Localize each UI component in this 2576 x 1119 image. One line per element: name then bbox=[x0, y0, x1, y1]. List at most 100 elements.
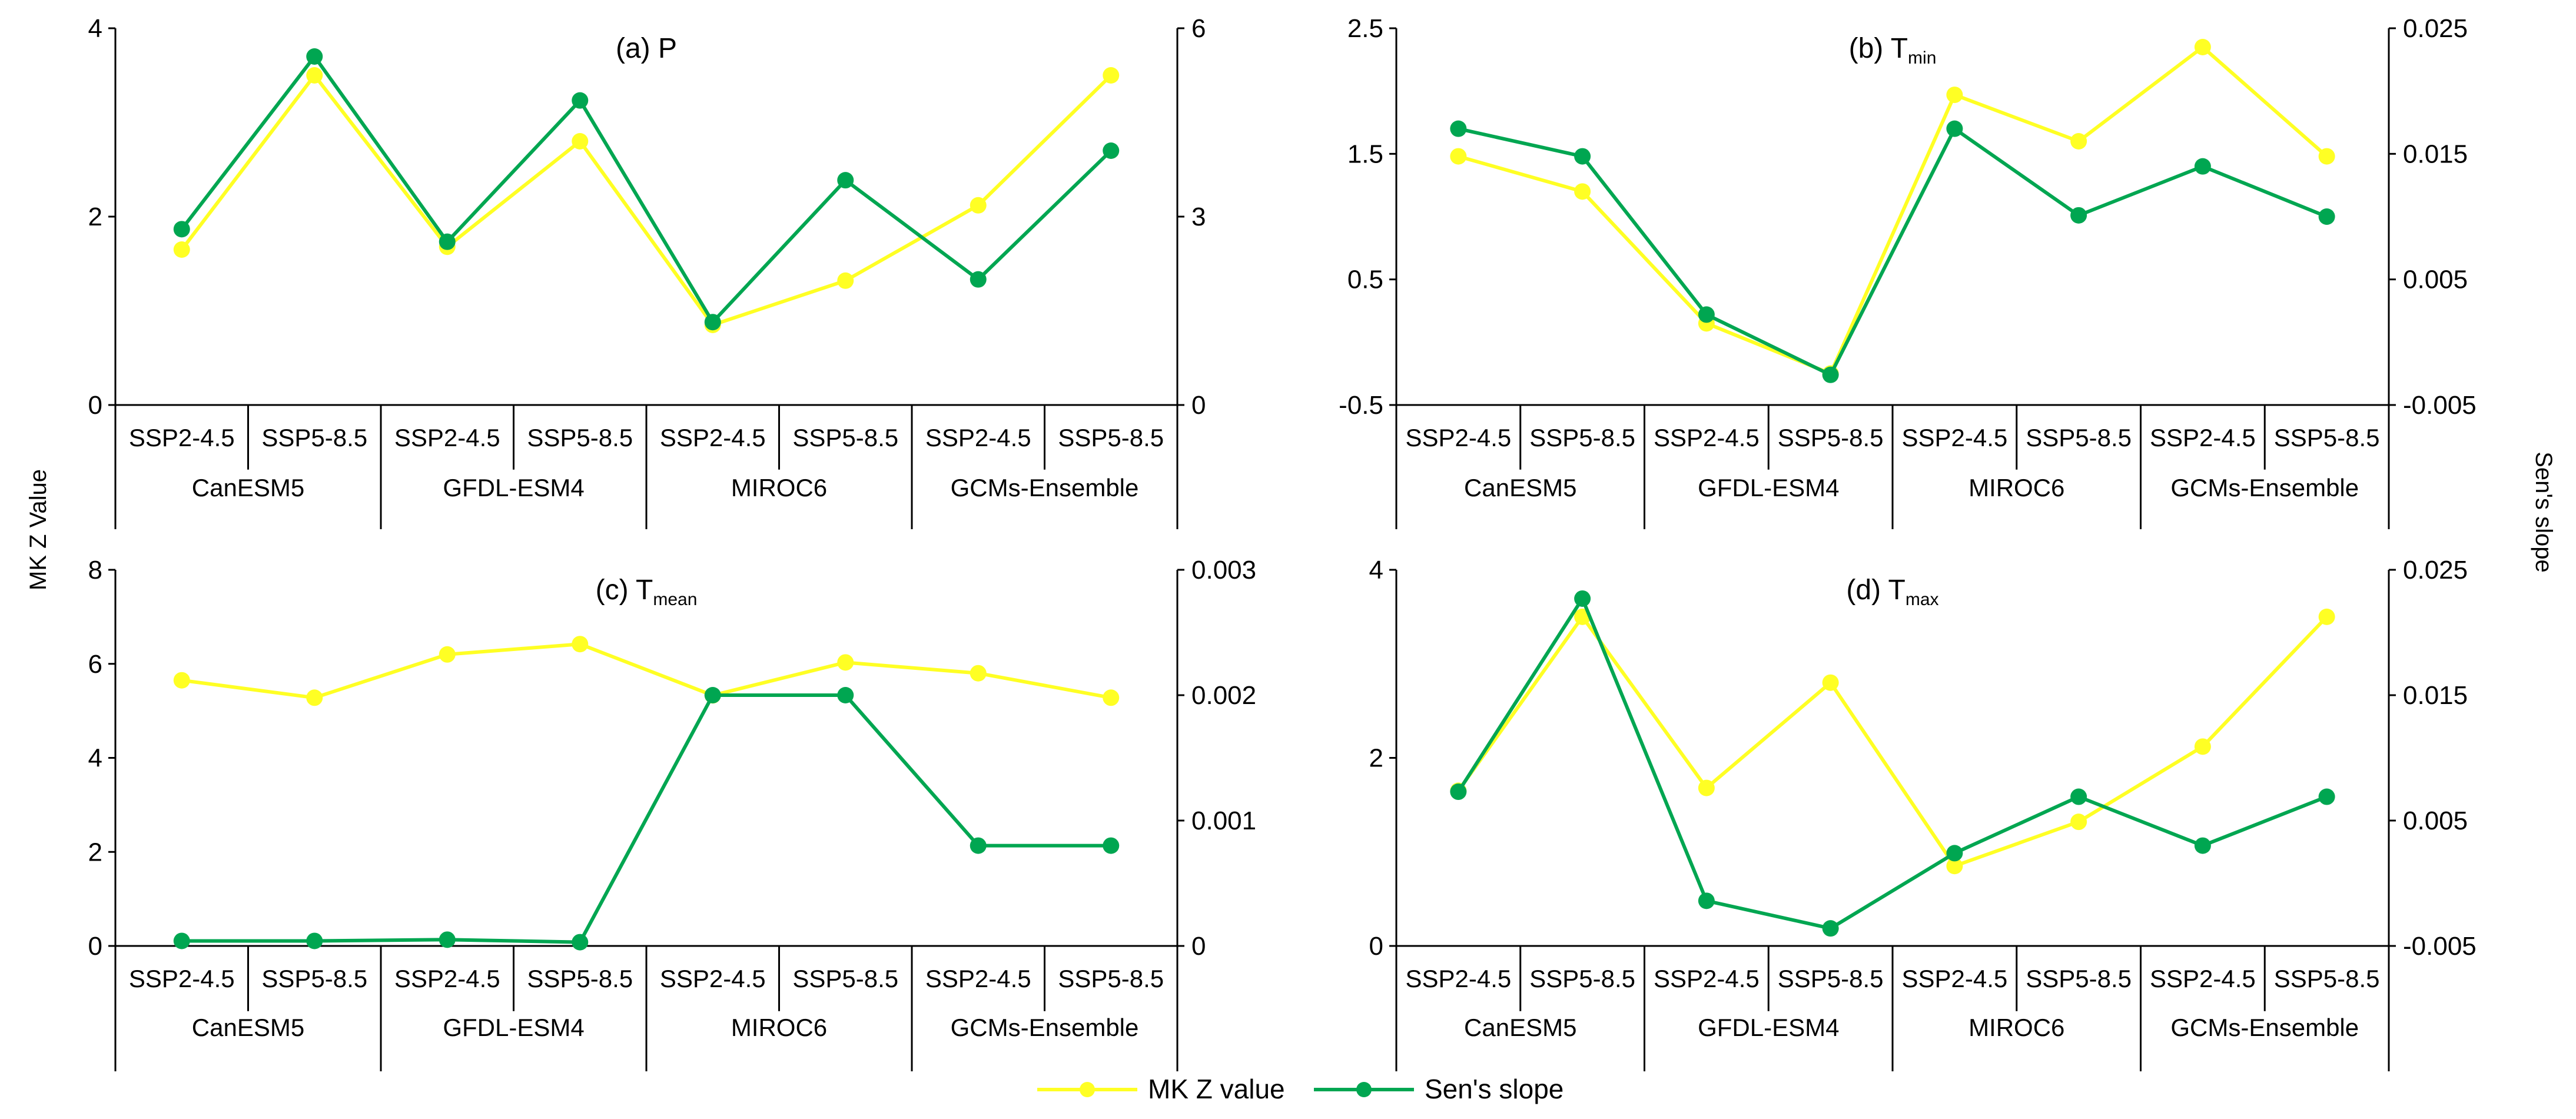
scenario-label: SSP5-8.5 bbox=[261, 965, 367, 992]
scenario-label: SSP5-8.5 bbox=[1058, 424, 1164, 451]
data-point-sens-slope bbox=[970, 837, 987, 854]
data-point-mk-z bbox=[1822, 674, 1839, 691]
scenario-label: SSP5-8.5 bbox=[1778, 424, 1884, 451]
right-tick-label: -0.005 bbox=[2403, 391, 2477, 420]
legend-label-mk-z: MK Z value bbox=[1148, 1074, 1285, 1104]
scenario-label: SSP5-8.5 bbox=[261, 424, 367, 451]
group-label: GFDL-ESM4 bbox=[443, 474, 584, 502]
right-tick-label: 0.005 bbox=[2403, 265, 2468, 294]
group-label: CanESM5 bbox=[192, 474, 304, 502]
group-label: GFDL-ESM4 bbox=[1698, 1014, 1839, 1041]
right-tick-label: 0.025 bbox=[2403, 14, 2468, 43]
data-point-mk-z bbox=[1946, 87, 1963, 104]
data-point-sens-slope bbox=[306, 932, 323, 949]
legend-item-mk-z: MK Z value bbox=[1037, 1074, 1285, 1104]
group-label: GCMs-Ensemble bbox=[2170, 1014, 2359, 1041]
chart-panels: 0 2 4 0 3 6 SSP2-4.5 SSP5-8.5 SSP2-4.5 SSP5-8.5 SS… bbox=[88, 14, 2477, 1071]
data-point-mk-z bbox=[1103, 689, 1120, 706]
right-tick-label: -0.005 bbox=[2403, 932, 2477, 961]
data-point-sens-slope bbox=[1574, 148, 1591, 165]
scenario-label: SSP2-4.5 bbox=[925, 965, 1031, 992]
scenario-label: SSP5-8.5 bbox=[792, 965, 898, 992]
data-point-mk-z bbox=[837, 654, 854, 671]
data-point-sens-slope bbox=[1450, 120, 1467, 137]
chart-panel-4: 0 2 4 -0.005 0.005 0.015 0.025 SSP2-4.5 SSP5-8.5… bbox=[1369, 556, 2477, 1071]
scenario-label: SSP5-8.5 bbox=[527, 965, 633, 992]
scenario-label: SSP2-4.5 bbox=[394, 965, 500, 992]
data-point-sens-slope bbox=[2318, 788, 2335, 805]
left-tick-label: 0 bbox=[88, 932, 102, 961]
data-point-sens-slope bbox=[306, 48, 323, 65]
legend-marker-sens-slope bbox=[1356, 1082, 1372, 1097]
scenario-label: SSP5-8.5 bbox=[792, 424, 898, 451]
left-tick-label: 2 bbox=[88, 202, 102, 231]
data-point-sens-slope bbox=[572, 934, 589, 951]
data-point-mk-z bbox=[1698, 779, 1715, 796]
chart-panel-3: 0 2 4 6 8 0 0.001 0.002 0.003 SSP2-4.5 SSP5-8.5 SSP… bbox=[88, 556, 1256, 1071]
data-point-sens-slope bbox=[2194, 158, 2211, 175]
right-axis-title: Sen's slope bbox=[2531, 451, 2557, 573]
legend-item-sens-slope: Sen's slope bbox=[1314, 1074, 1563, 1104]
data-point-sens-slope bbox=[1698, 306, 1715, 323]
scenario-label: SSP5-8.5 bbox=[2274, 965, 2380, 992]
scenario-label: SSP5-8.5 bbox=[1778, 965, 1884, 992]
left-axis-title: MK Z Value bbox=[25, 469, 51, 590]
right-tick-label: 0 bbox=[1191, 932, 1206, 961]
right-tick-label: 0.015 bbox=[2403, 681, 2468, 710]
legend: MK Z value Sen's slope bbox=[1037, 1074, 1563, 1104]
group-label: GCMs-Ensemble bbox=[951, 1014, 1139, 1041]
panel-title: (a) P bbox=[616, 33, 677, 64]
data-point-mk-z bbox=[2194, 738, 2211, 755]
data-point-mk-z bbox=[306, 689, 323, 706]
scenario-label: SSP2-4.5 bbox=[1901, 965, 2007, 992]
right-tick-label: 0.025 bbox=[2403, 556, 2468, 585]
scenario-label: SSP2-4.5 bbox=[2150, 424, 2256, 451]
data-point-mk-z bbox=[173, 241, 190, 258]
data-point-sens-slope bbox=[1103, 837, 1120, 854]
data-point-mk-z bbox=[1450, 148, 1467, 165]
series-line-sens-slope bbox=[181, 693, 1111, 944]
left-tick-label: 0.5 bbox=[1347, 265, 1383, 294]
scenario-label: SSP2-4.5 bbox=[660, 424, 766, 451]
data-point-sens-slope bbox=[572, 92, 589, 109]
data-point-sens-slope bbox=[173, 932, 190, 949]
data-point-sens-slope bbox=[704, 314, 721, 331]
data-point-sens-slope bbox=[1698, 892, 1715, 909]
data-point-mk-z bbox=[173, 672, 190, 689]
scenario-label: SSP2-4.5 bbox=[394, 424, 500, 451]
left-tick-label: 4 bbox=[1369, 556, 1383, 585]
data-point-mk-z bbox=[306, 67, 323, 84]
data-point-sens-slope bbox=[1450, 783, 1467, 801]
panel-title: (b) Tmin bbox=[1849, 33, 1937, 68]
data-point-sens-slope bbox=[1822, 920, 1839, 937]
right-tick-label: 0.015 bbox=[2403, 140, 2468, 168]
group-label: CanESM5 bbox=[1464, 474, 1576, 502]
scenario-label: SSP2-4.5 bbox=[1901, 424, 2007, 451]
left-tick-label: 4 bbox=[88, 744, 102, 773]
panel-title: (c) Tmean bbox=[596, 575, 698, 609]
left-tick-label: 0 bbox=[88, 391, 102, 420]
data-point-mk-z bbox=[2194, 39, 2211, 55]
data-point-sens-slope bbox=[1822, 366, 1839, 383]
right-tick-label: 0.005 bbox=[2403, 806, 2468, 835]
data-point-mk-z bbox=[439, 646, 456, 663]
data-point-mk-z bbox=[2070, 133, 2087, 150]
group-label: MIROC6 bbox=[1968, 1014, 2064, 1041]
data-point-sens-slope bbox=[2070, 207, 2087, 224]
data-point-sens-slope bbox=[2318, 208, 2335, 225]
scenario-label: SSP2-4.5 bbox=[1654, 424, 1760, 451]
chart-panel-1: 0 2 4 0 3 6 SSP2-4.5 SSP5-8.5 SSP2-4.5 SSP5-8.5 SS… bbox=[88, 14, 1206, 529]
series-line-sens-slope bbox=[180, 55, 1113, 324]
left-tick-label: 2 bbox=[88, 838, 102, 866]
data-point-sens-slope bbox=[704, 687, 721, 703]
legend-label-sens-slope: Sen's slope bbox=[1425, 1074, 1563, 1104]
group-label: GFDL-ESM4 bbox=[1698, 474, 1839, 502]
left-tick-label: 4 bbox=[88, 14, 102, 43]
series-line-mk-z bbox=[1458, 45, 2328, 376]
scenario-label: SSP5-8.5 bbox=[2026, 965, 2132, 992]
left-tick-label: 2 bbox=[1369, 744, 1383, 773]
group-label: CanESM5 bbox=[1464, 1014, 1576, 1041]
data-point-mk-z bbox=[2318, 148, 2335, 165]
group-label: MIROC6 bbox=[731, 474, 827, 502]
data-point-mk-z bbox=[1946, 858, 1963, 875]
